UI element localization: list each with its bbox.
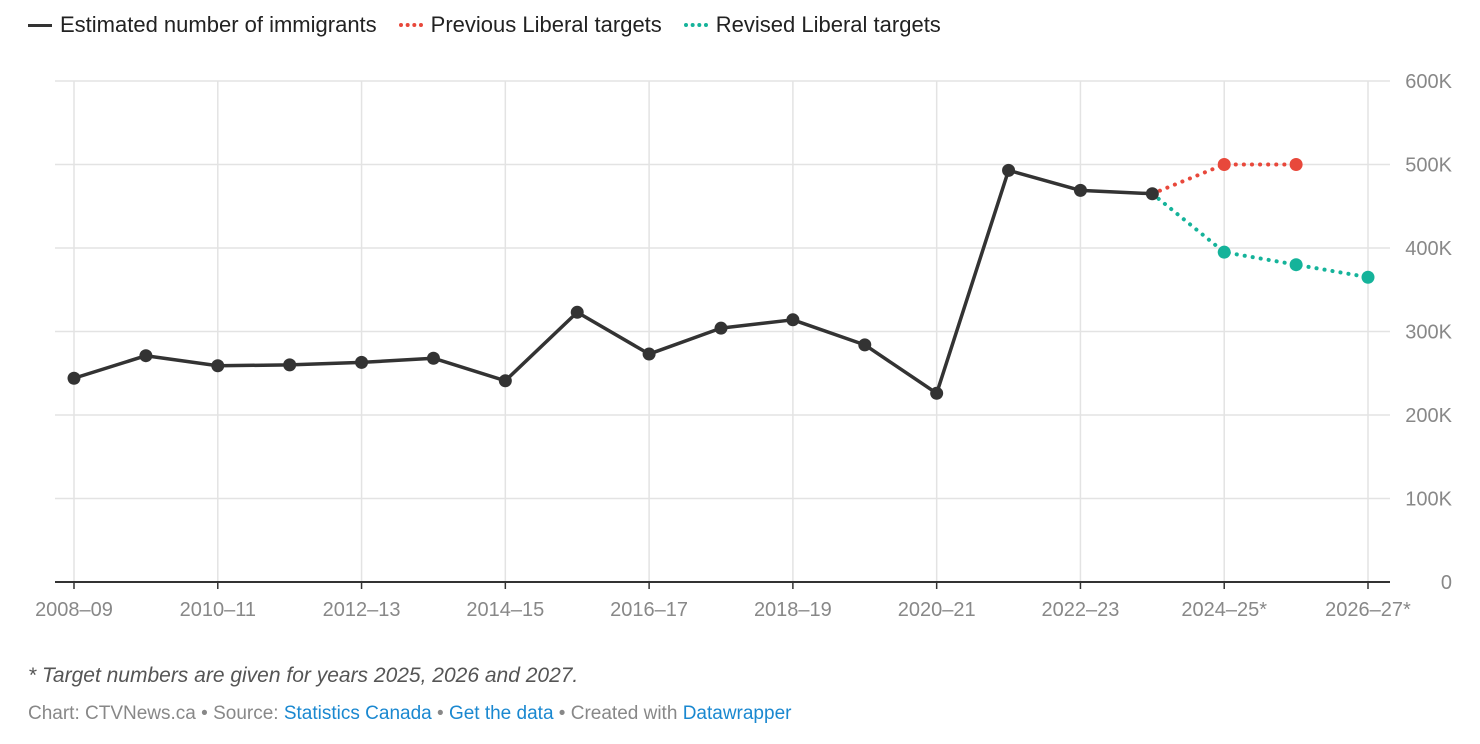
- legend-swatch: [28, 23, 52, 27]
- y-tick-label: 600K: [1405, 71, 1452, 93]
- data-point: [139, 349, 153, 363]
- data-point: [67, 371, 81, 385]
- source-link[interactable]: Statistics Canada: [283, 703, 432, 724]
- legend-label: Revised Liberal targets: [715, 12, 941, 37]
- y-tick-label: 100K: [1405, 489, 1452, 511]
- data-point: [642, 347, 656, 361]
- source-label: Source:: [213, 703, 284, 724]
- separator: •: [553, 703, 571, 724]
- x-tick-label: 2018–19: [754, 599, 832, 621]
- y-tick-label: 500K: [1405, 155, 1452, 177]
- data-point: [1289, 258, 1303, 272]
- legend-label: Estimated number of immigrants: [60, 12, 377, 37]
- y-tick-label: 300K: [1405, 322, 1452, 344]
- legend-swatch: [683, 23, 708, 27]
- series-line-1: [1150, 162, 1299, 196]
- data-point: [211, 359, 225, 373]
- x-tick-label: 2012–13: [323, 599, 401, 621]
- separator: •: [431, 703, 449, 724]
- y-tick-label: 200K: [1405, 405, 1452, 427]
- legend-label: Previous Liberal targets: [430, 12, 662, 37]
- data-point: [930, 386, 944, 400]
- data-point: [714, 321, 728, 335]
- chart-credit: Chart: CTVNews.ca: [28, 703, 196, 724]
- data-point: [1145, 187, 1159, 201]
- created-with: Created with: [570, 703, 683, 724]
- x-tick-label: 2008–09: [35, 599, 113, 621]
- x-tick-label: 2020–21: [898, 599, 976, 621]
- legend: Estimated number of immigrants Previous …: [28, 12, 941, 38]
- data-point: [1289, 158, 1303, 171]
- y-tick-label: 0: [1441, 572, 1452, 594]
- data-point: [570, 305, 584, 319]
- data-point: [1217, 158, 1231, 171]
- data-point: [498, 374, 512, 388]
- datawrapper-link[interactable]: Datawrapper: [682, 703, 792, 724]
- x-tick-label: 2026–27*: [1325, 599, 1411, 621]
- series-line-2: [1150, 191, 1370, 280]
- legend-item-previous: Previous Liberal targets: [398, 12, 662, 38]
- data-point: [1002, 163, 1016, 177]
- y-tick-label: 400K: [1405, 238, 1452, 260]
- data-point: [786, 313, 800, 327]
- data-point: [1361, 270, 1375, 284]
- x-tick-label: 2014–15: [466, 599, 544, 621]
- data-point: [1217, 245, 1231, 259]
- x-tick-label: 2024–25*: [1181, 599, 1267, 621]
- x-tick-label: 2010–11: [180, 599, 256, 621]
- x-tick-label: 2016–17: [610, 599, 688, 621]
- chart-footer: Chart: CTVNews.ca • Source: Statistics C…: [28, 703, 791, 725]
- data-point: [1073, 183, 1087, 197]
- data-point: [426, 351, 440, 365]
- separator: •: [195, 703, 214, 724]
- data-point: [283, 358, 297, 372]
- legend-item-estimated: Estimated number of immigrants: [28, 12, 377, 38]
- footnote: * Target numbers are given for years 202…: [28, 664, 579, 687]
- legend-swatch: [398, 23, 423, 27]
- data-point: [858, 338, 872, 352]
- get-data-link[interactable]: Get the data: [448, 703, 554, 724]
- x-tick-label: 2022–23: [1042, 599, 1120, 621]
- legend-item-revised: Revised Liberal targets: [683, 12, 941, 38]
- data-point: [355, 355, 369, 369]
- series-line-0: [73, 168, 1153, 396]
